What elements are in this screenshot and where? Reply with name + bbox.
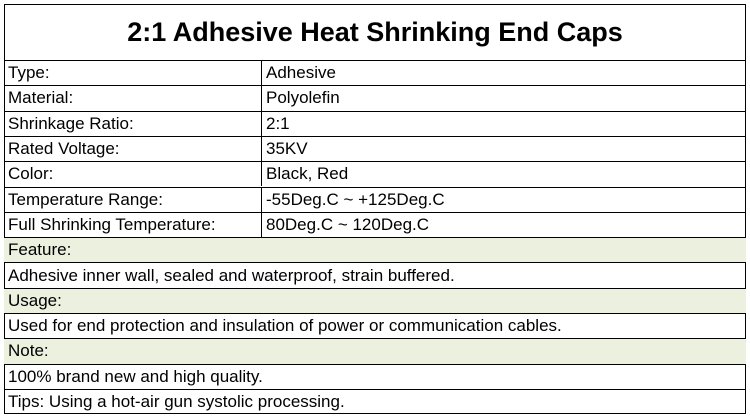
spec-value: Adhesive xyxy=(262,60,746,85)
section-heading: Note: xyxy=(4,338,746,364)
spec-label: Color: xyxy=(4,161,262,187)
section-text: Used for end protection and insulation o… xyxy=(4,313,746,338)
section-text: Adhesive inner wall, sealed and waterpro… xyxy=(4,262,746,287)
spec-label: Full Shrinking Temperature: xyxy=(4,211,262,238)
section-heading: Usage: xyxy=(4,287,746,313)
spec-value: 80Deg.C ~ 120Deg.C xyxy=(262,211,746,237)
title: 2:1 Adhesive Heat Shrinking End Caps xyxy=(127,16,623,47)
table-border xyxy=(4,4,746,414)
section-text: 100% brand new and high quality. xyxy=(4,363,746,389)
spec-label: Temperature Range: xyxy=(4,186,262,212)
spec-label: Rated Voltage: xyxy=(4,135,262,162)
spec-value: Polyolefin xyxy=(262,85,746,110)
spec-value: 2:1 xyxy=(262,110,746,136)
spec-label: Type: xyxy=(4,60,262,86)
spec-label: Material: xyxy=(4,85,262,111)
spec-label: Shrinkage Ratio: xyxy=(4,110,262,136)
section-heading: Feature: xyxy=(4,237,746,263)
spec-value: 35KV xyxy=(262,135,746,161)
spec-value: -55Deg.C ~ +125Deg.C xyxy=(262,186,746,212)
spec-value: Black, Red xyxy=(262,161,746,186)
footer-tip: Tips: Using a hot-air gun systolic proce… xyxy=(4,388,746,414)
